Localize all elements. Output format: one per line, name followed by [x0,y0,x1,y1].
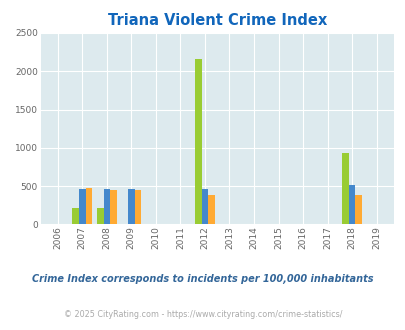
Bar [110,189,117,224]
Bar [348,185,354,224]
Bar [128,189,134,224]
Bar [201,189,208,224]
Text: Crime Index corresponds to incidents per 100,000 inhabitants: Crime Index corresponds to incidents per… [32,274,373,284]
Bar [72,208,79,224]
Bar [97,208,103,224]
Bar [208,195,214,224]
Bar [79,189,85,224]
Bar [134,190,141,224]
Bar [194,59,201,224]
Bar [85,188,92,224]
Bar [103,189,110,224]
Bar [341,153,348,224]
Bar [354,195,361,224]
Text: © 2025 CityRating.com - https://www.cityrating.com/crime-statistics/: © 2025 CityRating.com - https://www.city… [64,310,341,319]
Title: Triana Violent Crime Index: Triana Violent Crime Index [107,13,326,28]
